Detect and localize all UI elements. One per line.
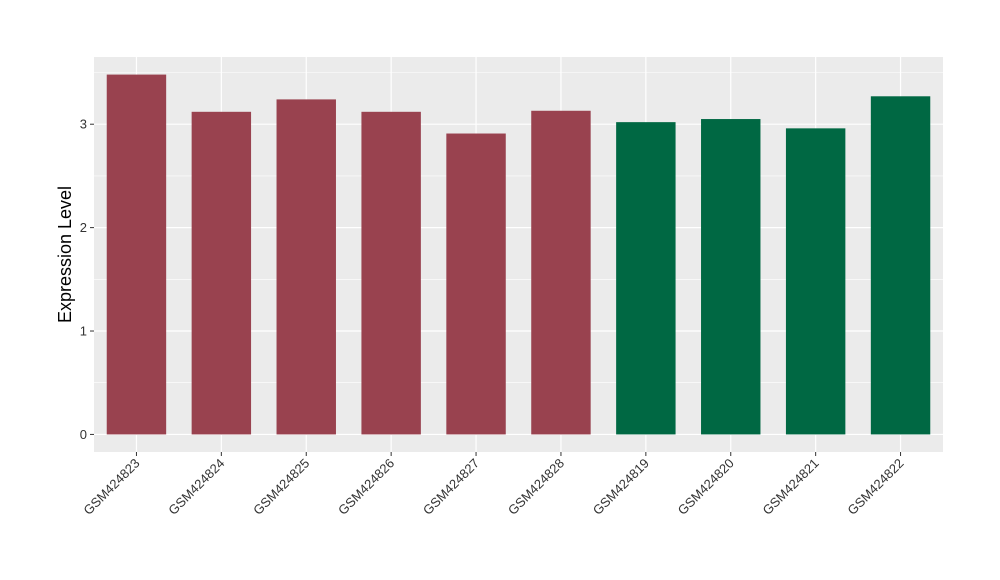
- bar-GSM424823: [106, 74, 167, 435]
- bar-GSM424827: [446, 133, 506, 435]
- bars: [106, 74, 931, 435]
- bar-GSM424822: [870, 96, 931, 435]
- bar-GSM424820: [701, 119, 761, 435]
- bar-GSM424821: [785, 128, 846, 435]
- y-tick-label: 0: [80, 427, 87, 442]
- bar-GSM424828: [531, 110, 591, 435]
- y-axis-title: Expression Level: [55, 186, 75, 323]
- x-tick-label: GSM424822: [844, 456, 906, 518]
- x-tick-label: GSM424821: [760, 456, 822, 518]
- y-axis: 0 1 2 3: [80, 117, 94, 442]
- x-tick-label: GSM424828: [505, 456, 567, 518]
- x-tick-label: GSM424827: [420, 456, 482, 518]
- x-tick-label: GSM424823: [80, 456, 142, 518]
- x-axis: GSM424823 GSM424824 GSM424825 GSM424826 GSM4…: [80, 452, 907, 518]
- bar-GSM424819: [616, 122, 676, 435]
- x-tick-label: GSM424824: [165, 456, 227, 518]
- bar-GSM424825: [276, 99, 336, 435]
- y-tick-label: 2: [80, 220, 87, 235]
- bar-GSM424824: [191, 111, 252, 435]
- x-tick-label: GSM424826: [335, 456, 397, 518]
- y-tick-label: 1: [80, 324, 87, 339]
- y-tick-label: 3: [80, 117, 87, 132]
- x-tick-label: GSM424825: [250, 456, 312, 518]
- x-tick-label: GSM424820: [675, 456, 737, 518]
- bar-GSM424826: [361, 111, 421, 435]
- x-tick-label: GSM424819: [590, 456, 652, 518]
